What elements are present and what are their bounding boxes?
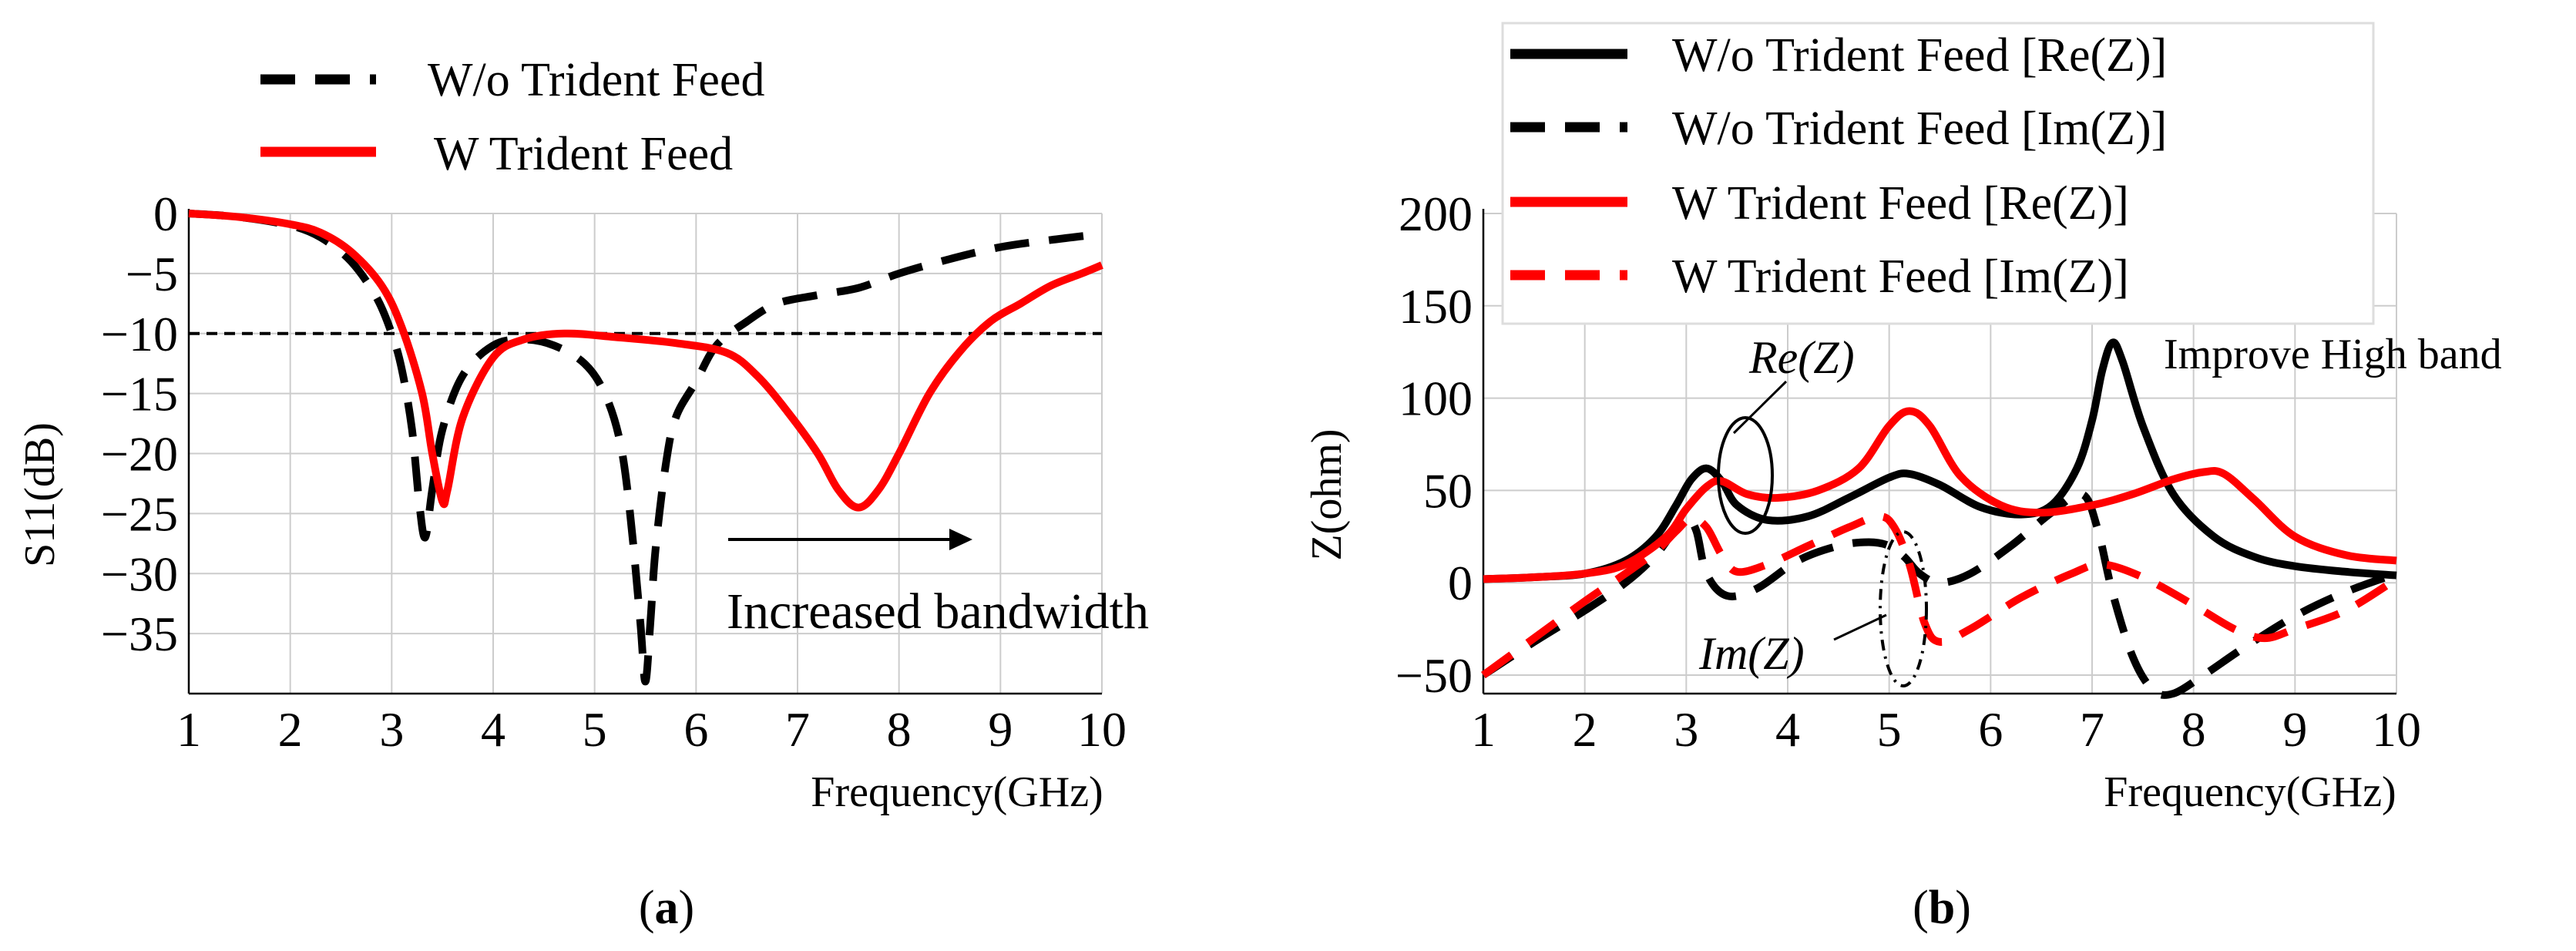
im-z-highlight-ellipse xyxy=(1879,530,1928,687)
legend-label-w-im: W Trident Feed [Im(Z)] xyxy=(1672,250,2129,303)
s11-x-tick-label: 4 xyxy=(481,702,505,757)
s11-x-tick-label: 6 xyxy=(683,702,708,757)
s11-x-tick-label: 2 xyxy=(278,702,303,757)
panel-letter-b: b xyxy=(1929,882,1955,934)
impedance-y-tick-label: 200 xyxy=(1399,187,1473,241)
increased-bandwidth-label: Increased bandwidth xyxy=(727,583,1149,640)
s11-x-tick-label: 8 xyxy=(887,702,912,757)
impedance-y-tick-label: −50 xyxy=(1395,648,1473,703)
re-z-leader-line xyxy=(1732,380,1788,435)
legend-label-wo-re: W/o Trident Feed [Re(Z)] xyxy=(1672,29,2167,82)
impedance-legend: W/o Trident Feed [Re(Z)] W/o Trident Fee… xyxy=(1501,22,2375,325)
impedance-legend-frame xyxy=(1501,22,2375,325)
impedance-series-group xyxy=(1481,338,2399,699)
legend-label-w-re: W Trident Feed [Re(Z)] xyxy=(1672,177,2129,230)
impedance-x-axis-label: Frequency(GHz) xyxy=(2104,768,2396,816)
s11-series-line-1 xyxy=(188,210,1103,686)
s11-x-tick-label: 1 xyxy=(176,702,201,757)
s11-legend: W/o Trident Feed W Trident Feed xyxy=(260,54,764,180)
impedance-x-tick-labels: 1 2 3 4 5 6 7 8 9 10 xyxy=(1471,702,2421,757)
panel-label-a: (a) xyxy=(639,882,694,934)
s11-x-tick-labels: 1 2 3 4 5 6 7 8 9 10 xyxy=(176,702,1127,757)
re-z-label: Re(Z) xyxy=(1748,332,1855,383)
legend-label-wo-trident: W/o Trident Feed xyxy=(428,54,764,106)
panel-label-b: (b) xyxy=(1913,882,1971,934)
s11-y-tick-label: −15 xyxy=(101,367,178,422)
s11-x-tick-label: 5 xyxy=(583,702,607,757)
impedance-series-line-1 xyxy=(1483,338,2397,583)
s11-y-axis-label: S11(dB) xyxy=(16,422,64,567)
impedance-x-tick-label: 3 xyxy=(1674,702,1698,757)
impedance-y-tick-label: 0 xyxy=(1448,556,1473,610)
impedance-x-tick-label: 10 xyxy=(2372,702,2421,757)
s11-y-tick-label: −20 xyxy=(101,427,178,482)
impedance-x-tick-label: 2 xyxy=(1573,702,1597,757)
impedance-y-tick-labels: 200 150 100 50 0 −50 xyxy=(1395,187,1473,703)
impedance-y-tick-label: 100 xyxy=(1399,371,1473,426)
increased-bandwidth-arrow-head xyxy=(949,529,972,550)
s11-y-tick-label: −5 xyxy=(126,247,178,301)
s11-grid xyxy=(188,213,1103,694)
impedance-x-tick-label: 9 xyxy=(2282,702,2307,757)
impedance-series-line-2 xyxy=(1481,489,2398,699)
impedance-x-tick-label: 4 xyxy=(1775,702,1800,757)
impedance-x-tick-label: 7 xyxy=(2080,702,2104,757)
re-z-highlight-ellipse xyxy=(1717,416,1774,535)
improve-high-band-label: Improve High band xyxy=(2164,331,2502,378)
s11-y-tick-label: −30 xyxy=(101,546,178,601)
panel-letter-a: a xyxy=(655,882,679,934)
s11-x-tick-label: 9 xyxy=(988,702,1013,757)
s11-x-tick-label: 7 xyxy=(785,702,810,757)
im-z-label: Im(Z) xyxy=(1698,628,1805,679)
impedance-x-tick-label: 1 xyxy=(1471,702,1496,757)
impedance-y-axis-label: Z(ohm) xyxy=(1303,428,1351,560)
s11-y-tick-label: −35 xyxy=(101,607,178,661)
s11-axes xyxy=(187,209,1102,695)
s11-series-group xyxy=(188,210,1103,686)
legend-label-wo-im: W/o Trident Feed [Im(Z)] xyxy=(1672,102,2167,155)
s11-y-tick-label: 0 xyxy=(153,187,178,241)
impedance-axes xyxy=(1482,209,2396,695)
s11-y-tick-labels: 0 −5 −10 −15−20−25−30 −35 xyxy=(101,187,178,661)
im-z-leader-line xyxy=(1833,613,1887,641)
impedance-x-tick-label: 8 xyxy=(2181,702,2206,757)
impedance-y-tick-label: 50 xyxy=(1423,463,1473,518)
impedance-y-tick-label: 150 xyxy=(1399,279,1473,334)
s11-y-tick-label: −10 xyxy=(101,307,178,361)
impedance-series-line-3 xyxy=(1483,407,2397,583)
impedance-chart: 1 2 3 4 5 6 7 8 9 10 200 150 100 50 0 −50 Frequency(GH… xyxy=(1303,22,2502,934)
s11-x-tick-label: 10 xyxy=(1077,702,1127,757)
s11-y-tick-label: −25 xyxy=(101,486,178,541)
impedance-x-tick-label: 6 xyxy=(1978,702,2003,757)
legend-label-w-trident: W Trident Feed xyxy=(434,128,733,180)
s11-chart: 1 2 3 4 5 6 7 8 9 10 0 −5 −10 −15−20−25−30 −35 Freque… xyxy=(16,54,1149,934)
s11-x-tick-label: 3 xyxy=(379,702,404,757)
s11-x-axis-label: Frequency(GHz) xyxy=(811,768,1103,816)
impedance-x-tick-label: 5 xyxy=(1877,702,1902,757)
s11-series-line-2 xyxy=(188,210,1103,512)
impedance-series-line-4 xyxy=(1481,512,2399,679)
